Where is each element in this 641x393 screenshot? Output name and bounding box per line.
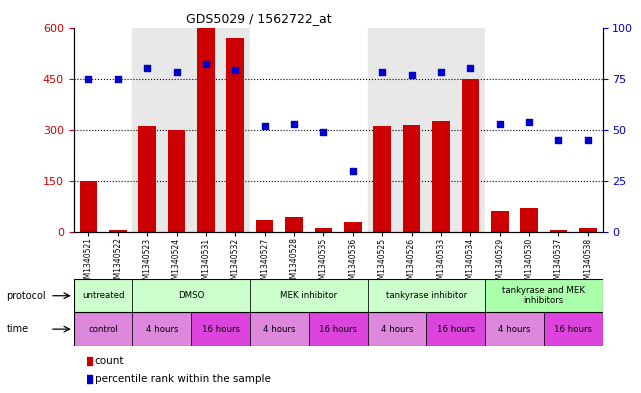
Text: protocol: protocol [6,291,46,301]
Bar [133,28,250,232]
Bar [549,230,567,232]
Text: 16 hours: 16 hours [554,325,592,334]
Bar [426,312,485,346]
Text: 4 hours: 4 hours [263,325,296,334]
Bar [485,279,603,312]
Bar [367,279,485,312]
Bar [285,217,303,232]
Bar [109,230,127,232]
Point [377,69,387,75]
Bar [256,220,274,232]
Bar [250,312,309,346]
Text: count: count [95,356,124,366]
Bar [485,28,603,232]
Bar [250,279,367,312]
Point [260,123,270,129]
Bar [367,28,485,232]
Bar [226,38,244,232]
Bar [485,312,544,346]
Bar [315,228,332,232]
Bar [462,79,479,232]
Bar [197,28,215,232]
Text: tankyrase and MEK
inhibitors: tankyrase and MEK inhibitors [503,286,585,305]
Bar [403,125,420,232]
Bar [74,312,133,346]
Text: tankyrase inhibitor: tankyrase inhibitor [386,291,467,300]
Text: time: time [6,324,29,334]
Bar [168,130,185,232]
Bar [579,228,597,232]
Point [83,75,94,82]
Text: DMSO: DMSO [178,291,204,300]
Bar [133,312,191,346]
Bar [250,28,367,232]
Bar [344,222,362,232]
Point [230,67,240,73]
Bar [79,181,97,232]
Bar [138,126,156,232]
Point [495,120,505,127]
Point [347,167,358,174]
Text: 16 hours: 16 hours [437,325,474,334]
Point [289,120,299,127]
Bar [544,312,603,346]
Bar [367,312,426,346]
Text: percentile rank within the sample: percentile rank within the sample [95,374,271,384]
Point [436,69,446,75]
Point [171,69,181,75]
Bar [133,279,250,312]
Point [201,61,211,68]
Text: MEK inhibitor: MEK inhibitor [280,291,337,300]
Text: 16 hours: 16 hours [202,325,240,334]
Text: GDS5029 / 1562722_at: GDS5029 / 1562722_at [186,12,331,25]
Text: control: control [88,325,118,334]
Text: 4 hours: 4 hours [146,325,178,334]
Point [465,65,476,72]
Text: 16 hours: 16 hours [319,325,357,334]
Bar [74,279,133,312]
Point [524,118,534,125]
Point [319,129,329,135]
Bar [191,312,250,346]
Bar [373,126,391,232]
Text: 4 hours: 4 hours [498,325,531,334]
Text: untreated: untreated [82,291,124,300]
Point [583,137,593,143]
Text: 4 hours: 4 hours [381,325,413,334]
Point [142,65,153,72]
Bar [432,121,450,232]
Bar [309,312,367,346]
Point [553,137,563,143]
Bar [491,211,508,232]
Point [406,72,417,78]
Bar [520,208,538,232]
Bar [74,28,133,232]
Point [113,75,123,82]
